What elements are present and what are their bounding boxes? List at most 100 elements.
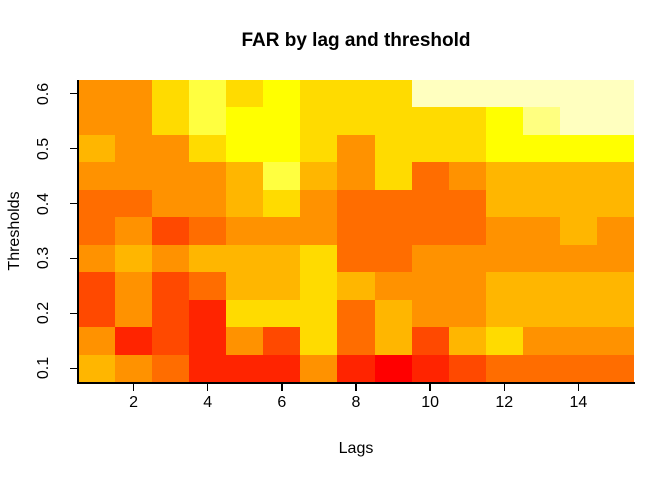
heatmap-cell xyxy=(152,354,190,382)
heatmap-cell xyxy=(411,327,449,355)
heatmap-cell xyxy=(300,272,338,300)
x-tick-mark xyxy=(503,383,506,391)
heatmap-cell xyxy=(263,299,301,328)
heatmap-cell xyxy=(448,327,486,355)
heatmap-cell xyxy=(300,80,338,108)
heatmap-cell xyxy=(152,272,190,300)
heatmap-cell xyxy=(226,134,264,163)
heatmap-cell xyxy=(485,134,523,163)
heatmap-cell xyxy=(189,299,227,328)
heatmap-cell xyxy=(152,217,190,245)
heatmap-cell xyxy=(411,217,449,245)
heatmap-cell xyxy=(374,80,412,108)
heatmap-cell xyxy=(337,299,375,328)
heatmap-cell xyxy=(263,272,301,300)
heatmap-cell xyxy=(337,244,375,273)
heatmap-cell xyxy=(189,217,227,245)
heatmap-cell xyxy=(78,80,116,108)
y-tick-label: 0.4 xyxy=(35,192,52,215)
heatmap-cell xyxy=(78,189,116,218)
heatmap-cell xyxy=(448,80,486,108)
x-tick-mark xyxy=(429,383,431,391)
heatmap-cell xyxy=(78,354,116,382)
heatmap-cell xyxy=(485,244,523,273)
heatmap-cell xyxy=(189,80,227,108)
chart-title: FAR by lag and threshold xyxy=(241,30,471,51)
heatmap-cell xyxy=(448,272,486,300)
heatmap-cell xyxy=(448,244,486,273)
heatmap-cell xyxy=(374,244,412,273)
heatmap-cell xyxy=(152,162,190,190)
heatmap-cell xyxy=(559,80,597,108)
heatmap-cell xyxy=(115,244,153,273)
heatmap-cell xyxy=(263,354,301,382)
heatmap-cell xyxy=(226,244,264,273)
heatmap-cell xyxy=(337,107,375,135)
heatmap-cell xyxy=(263,217,301,245)
heatmap-cell xyxy=(522,80,560,108)
x-tick-label: 4 xyxy=(203,394,213,411)
y-tick-label: 0.6 xyxy=(35,82,52,105)
heatmap-cell xyxy=(374,217,412,245)
heatmap-cell xyxy=(596,134,634,163)
heatmap-cell xyxy=(411,80,449,108)
y-tick-label: 0.2 xyxy=(35,302,52,325)
heatmap-cell xyxy=(337,162,375,190)
heatmap-cell xyxy=(596,80,634,108)
heatmap-cell xyxy=(152,327,190,355)
heatmap-cell xyxy=(596,272,634,300)
heatmap-cell xyxy=(448,299,486,328)
heatmap-cell xyxy=(596,244,634,273)
heatmap-cell xyxy=(559,162,597,190)
heatmap-cell xyxy=(337,354,375,382)
x-tick-label: 8 xyxy=(351,394,361,411)
heatmap-cell xyxy=(411,354,449,382)
heatmap-cell xyxy=(226,107,264,135)
heatmap-cell xyxy=(448,217,486,245)
heatmap-cell xyxy=(448,134,486,163)
x-tick-mark xyxy=(281,383,283,391)
heatmap-cell xyxy=(78,162,116,190)
heatmap-cell xyxy=(596,217,634,245)
heatmap-cell xyxy=(78,244,116,273)
heatmap-cell xyxy=(411,272,449,300)
heatmap-cell xyxy=(78,299,116,328)
heatmap-cell xyxy=(226,299,264,328)
heatmap-cell xyxy=(115,107,153,135)
heatmap-cell xyxy=(522,299,560,328)
y-tick-mark xyxy=(70,202,77,205)
heatmap-cell xyxy=(522,162,560,190)
heatmap-cell xyxy=(374,107,412,135)
heatmap-cell xyxy=(152,189,190,218)
heatmap-cell xyxy=(411,189,449,218)
heatmap-cell xyxy=(485,217,523,245)
heatmap-cell xyxy=(337,327,375,355)
heatmap-cell xyxy=(522,354,560,382)
heatmap-cell xyxy=(226,80,264,108)
heatmap-cell xyxy=(411,162,449,190)
y-tick-label: 0.5 xyxy=(35,137,52,160)
heatmap-cell xyxy=(559,327,597,355)
heatmap-cell xyxy=(300,189,338,218)
heatmap-cell xyxy=(189,244,227,273)
heatmap-cell xyxy=(189,189,227,218)
heatmap-cell xyxy=(374,299,412,328)
heatmap-cell xyxy=(189,134,227,163)
y-tick-mark xyxy=(70,312,77,315)
heatmap-cell xyxy=(559,299,597,328)
heatmap-cell xyxy=(263,244,301,273)
heatmap-cell xyxy=(78,327,116,355)
heatmap-cell xyxy=(78,107,116,135)
heatmap-cell xyxy=(559,272,597,300)
heatmap-cell xyxy=(411,299,449,328)
heatmap-cell xyxy=(485,354,523,382)
heatmap-cell xyxy=(115,299,153,328)
heatmap-cell xyxy=(596,107,634,135)
heatmap-cell xyxy=(226,354,264,382)
x-tick-label: 14 xyxy=(569,394,588,411)
heatmap-cell xyxy=(559,189,597,218)
heatmap-cell xyxy=(78,217,116,245)
heatmap-cell xyxy=(115,162,153,190)
heatmap-cell xyxy=(374,162,412,190)
heatmap-grid xyxy=(78,80,634,382)
